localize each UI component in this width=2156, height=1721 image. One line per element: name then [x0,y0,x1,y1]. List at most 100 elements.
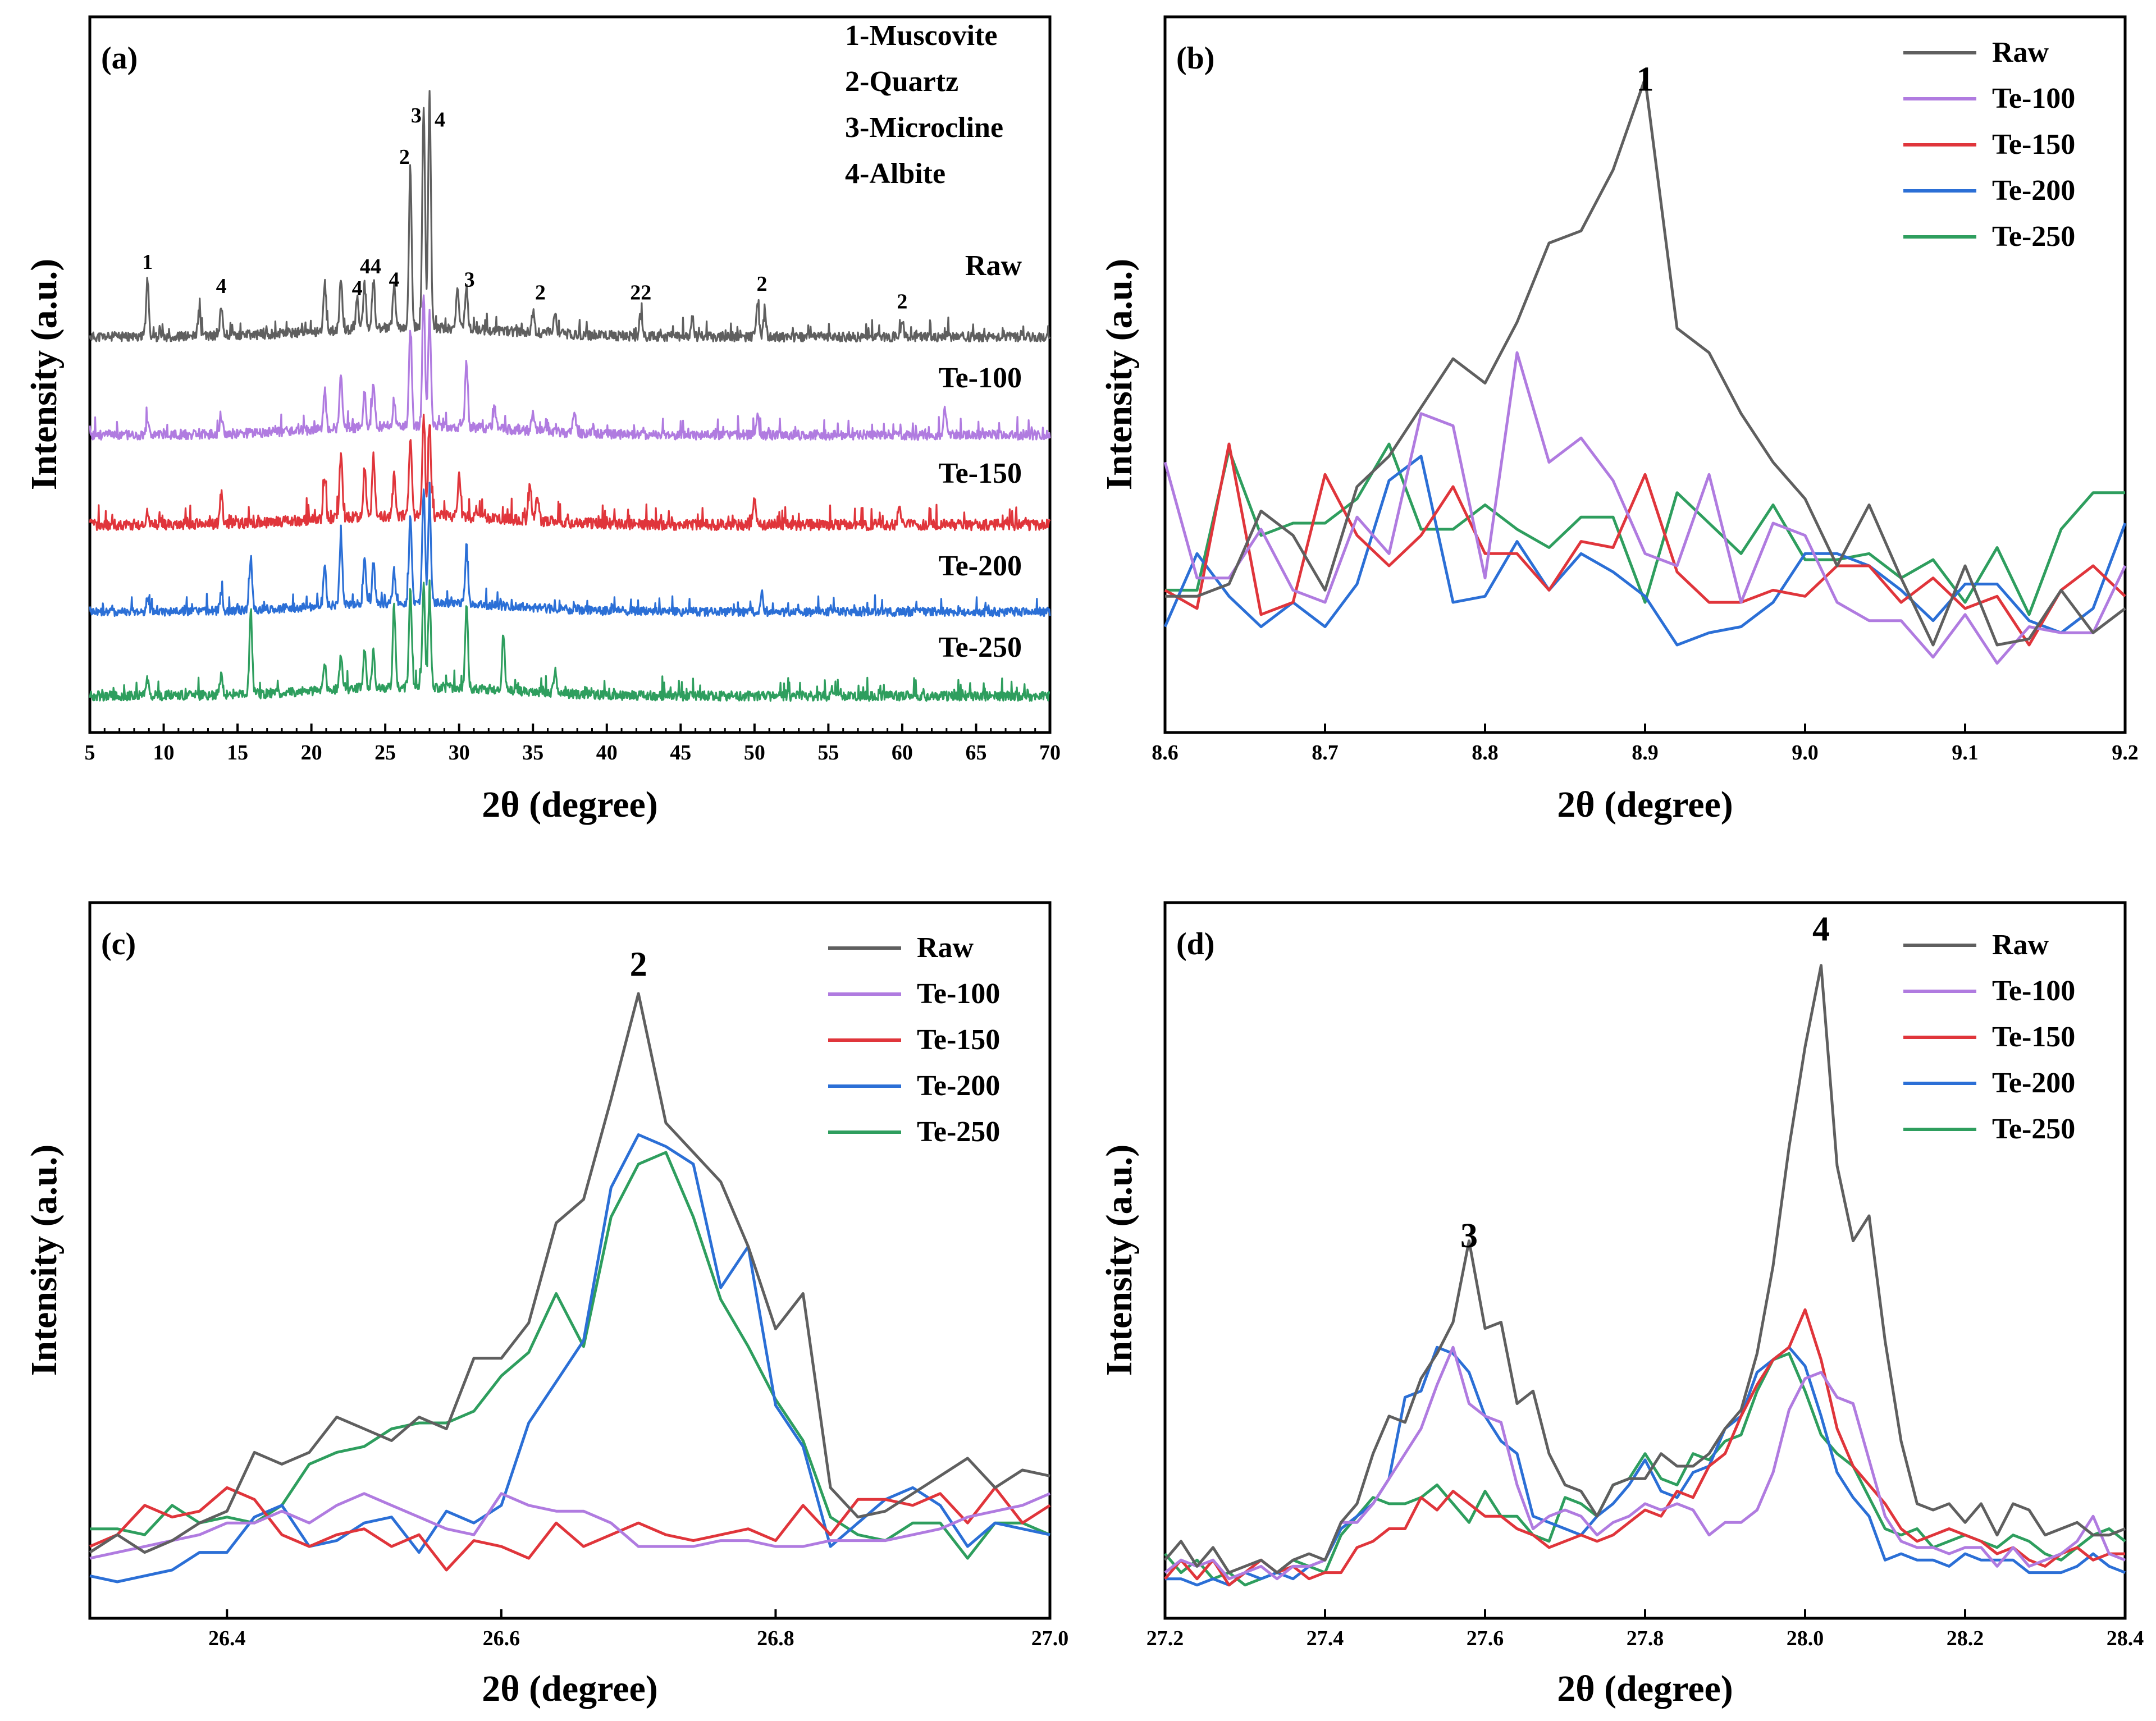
phase-legend-entry: 4-Albite [845,158,945,190]
panel-a-xtick-label: 60 [892,741,913,765]
panel-d-xtick-label: 27.4 [1307,1627,1344,1650]
panel-a-peak-label: 2 [897,290,907,313]
panel-a-xtick-label: 5 [85,741,95,765]
panel-d-legend-label: Te-200 [1992,1067,2075,1099]
panel-a-peak-label: 3 [464,268,475,291]
panel-c-series-te-100 [89,1492,1050,1560]
panel-a-xtick-label: 35 [522,741,543,765]
panel-c-xlabel: 2θ (degree) [482,1668,658,1709]
phase-legend-entry: 1-Muscovite [845,20,997,52]
panel-a-peak-label: 22 [630,281,651,305]
panel-a-series-te-150 [89,414,1051,532]
phase-legend-entry: 2-Quartz [845,66,958,98]
panel-c-legend-label: Te-150 [917,1024,1000,1056]
panel-b-xtick-label: 8.6 [1152,741,1179,765]
panel-b-legend-label: Te-200 [1992,175,2075,207]
panel-d-label: (d) [1176,927,1214,962]
panel-a-series-label: Raw [965,250,1022,282]
panel-b-xtick-label: 9.2 [2112,741,2139,765]
panel-d-ylabel: Intensity (a.u.) [1099,1145,1140,1376]
panel-c-legend-label: Raw [917,932,974,964]
panel-c-series-te-150 [89,1486,1051,1572]
panel-d-xtick-label: 28.0 [1787,1627,1824,1650]
panel-c-legend-label: Te-200 [917,1070,1000,1102]
panel-a-xtick-label: 30 [449,741,470,765]
panel-d-xtick-label: 27.8 [1627,1627,1664,1650]
panel-a-series-raw [89,90,1051,343]
panel-c-xtick-label: 26.8 [757,1627,794,1650]
panel-c-legend-label: Te-250 [917,1116,1000,1148]
panel-b-peak-label: 1 [1637,61,1654,99]
panel-a-peak-label: 2 [535,281,546,305]
panel-b-ylabel: Intensity (a.u.) [1099,259,1140,491]
panel-a-xtick-label: 70 [1039,741,1061,765]
panel-a-series-label: Te-150 [939,457,1022,489]
panel-a-peak-label: 3 [411,104,422,127]
panel-a-series-te-200 [89,482,1051,617]
panel-d-peak-label: 3 [1460,1217,1478,1255]
panel-a-peak-label: 1 [142,250,153,274]
panel-a-series-label: Te-100 [939,362,1022,394]
phase-legend-entry: 3-Microcline [845,112,1003,144]
panel-a-series-te-100 [89,294,1051,441]
panel-d-legend-label: Te-100 [1992,975,2075,1007]
panel-d-xtick-label: 28.4 [2107,1627,2144,1650]
panel-a-xlabel: 2θ (degree) [482,784,658,825]
panel-a-xtick-label: 55 [817,741,839,765]
panel-b-xtick-label: 8.7 [1312,741,1339,765]
panel-d-series-te-150 [1164,1308,2125,1587]
panel-b-legend-label: Te-150 [1992,129,2075,161]
panel-c-xtick-label: 27.0 [1031,1627,1069,1650]
panel-d-peak-label: 4 [1812,910,1830,948]
panel-a-series-te-250 [89,579,1050,702]
panel-a-xtick-label: 40 [596,741,618,765]
panel-a-xtick-label: 25 [374,741,396,765]
panel-b-series-te-250 [1165,442,2125,616]
panel-a-xtick-label: 15 [227,741,248,765]
panel-a-xtick-label: 65 [965,741,986,765]
panel-d-legend-label: Te-150 [1992,1021,2075,1053]
panel-c-peak-label: 2 [630,946,647,984]
panel-a-peak-label: 4 [216,274,227,298]
panel-d-xlabel: 2θ (degree) [1557,1668,1733,1709]
panel-c: (c) 2 Raw Te-100 Te-150 Te-200 Te-250 26.4 26… [24,901,1069,1709]
panel-a-peak-label: 44 [360,255,381,278]
panel-c-frame [88,901,1052,1620]
panel-b-xtick-label: 9.1 [1952,741,1979,765]
panel-a-peak-label: 4 [435,108,445,132]
panel-c-series-te-200 [89,1133,1050,1583]
panel-d-xtick-label: 27.6 [1467,1627,1504,1650]
panel-d-legend-label: Raw [1992,929,2049,961]
panel-d-series-te-250 [1164,1352,2126,1587]
panel-c-ylabel: Intensity (a.u.) [24,1145,65,1376]
panel-a-peak-label: 2 [399,145,410,169]
panel-b-frame [1163,15,2127,734]
panel-b-series-te-200 [1163,455,2127,647]
panel-b-legend-label: Te-100 [1992,83,2075,115]
panel-b-xtick-label: 8.9 [1632,741,1659,765]
panel-d-series-raw [1164,964,2126,1574]
panel-b-xlabel: 2θ (degree) [1557,784,1733,825]
panel-d-legend-label: Te-250 [1992,1113,2075,1145]
panel-b-legend-label: Raw [1992,36,2049,68]
panel-c-series-raw [89,992,1050,1554]
panel-b-series-te-100 [1163,351,2127,665]
panel-c-xtick-label: 26.6 [483,1627,520,1650]
panel-a-ylabel: Intensity (a.u.) [24,259,65,491]
panel-c-xtick-label: 26.4 [208,1627,246,1650]
panel-a-xtick-label: 20 [301,741,322,765]
panel-b-series-te-150 [1164,442,2126,647]
panel-b-series-raw [1165,77,2126,647]
panel-d-xtick-label: 28.2 [1947,1627,1984,1650]
panel-b-label: (b) [1176,41,1214,76]
panel-a-frame [88,15,1052,734]
panel-d: (d) 3 4 Raw Te-100 Te-150 Te-200 Te-250 27.2 2… [1099,901,2144,1709]
panel-a-phase-legend: 1-Muscovite 2-Quartz 3-Microcline 4-Albi… [845,20,1003,190]
panel-a-label: (a) [101,41,138,76]
panel-b-xtick-label: 8.8 [1472,741,1499,765]
panel-a-xtick-label: 10 [153,741,175,765]
panel-a-peak-label: 4 [389,268,399,291]
panel-b-xtick-label: 9.0 [1792,741,1819,765]
